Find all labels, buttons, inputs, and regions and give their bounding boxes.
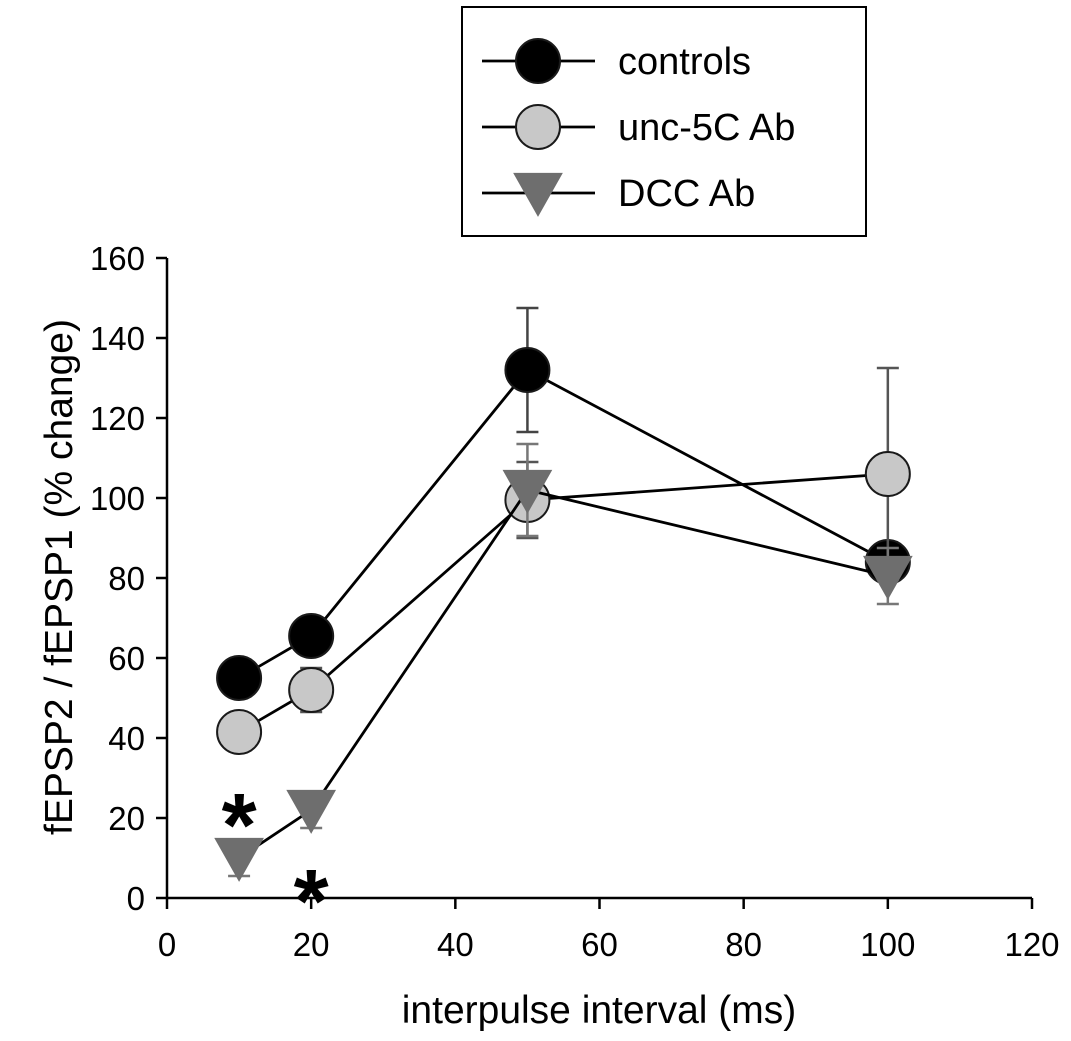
series-line [238,368,889,680]
legend-marker [515,104,561,150]
axes: 0 20 40 60 80 100 120 140 160 0 20 40 60 80 100 120 [90,240,1060,963]
data-point [502,469,553,514]
y-tick-label: 140 [90,320,145,357]
series-line [238,472,888,734]
legend-label: unc-5C Ab [618,107,795,149]
y-tick-label: 60 [108,640,145,677]
x-tick-label: 100 [860,926,915,963]
data-point [214,837,264,882]
legend-label: controls [618,41,751,83]
significance-asterisk: * [222,776,257,876]
y-tick-label: 160 [90,240,145,277]
x-tick-label: 80 [725,926,762,963]
series-dcc-ab [214,442,913,882]
y-axis-title: fEPSP2 / fEPSP1 (% change) [38,319,81,835]
data-point [862,555,913,600]
y-tick-label: 120 [90,400,145,437]
y-tick-label: 0 [127,880,145,917]
annotation-layer: ** [222,776,329,952]
x-axis-title: interpulse interval (ms) [402,989,796,1032]
data-point [216,655,263,701]
data-point [216,709,263,755]
significance-asterisk: * [294,852,329,952]
data-point [288,613,335,659]
x-tick-label: 40 [437,926,474,963]
legend: controls unc-5C Ab DCC Ab [461,6,867,237]
series-unc-5c-ab [216,366,911,755]
y-tick-label: 100 [90,480,145,517]
x-tick-label: 60 [581,926,618,963]
data-point [286,789,337,834]
series-layer [214,306,913,882]
legend-marker [515,38,561,84]
y-tick-label: 40 [108,720,145,757]
legend-marker [513,172,563,217]
data-point [288,667,335,713]
legend-label: DCC Ab [618,173,755,215]
series-line [238,488,889,860]
data-point [504,347,551,393]
series-controls [216,306,911,701]
y-tick-label: 80 [108,560,145,597]
x-tick-label: 0 [158,926,176,963]
data-point [864,451,911,497]
y-tick-label: 20 [108,800,145,837]
x-tick-label: 120 [1004,926,1059,963]
x-tick-label: 20 [293,926,330,963]
